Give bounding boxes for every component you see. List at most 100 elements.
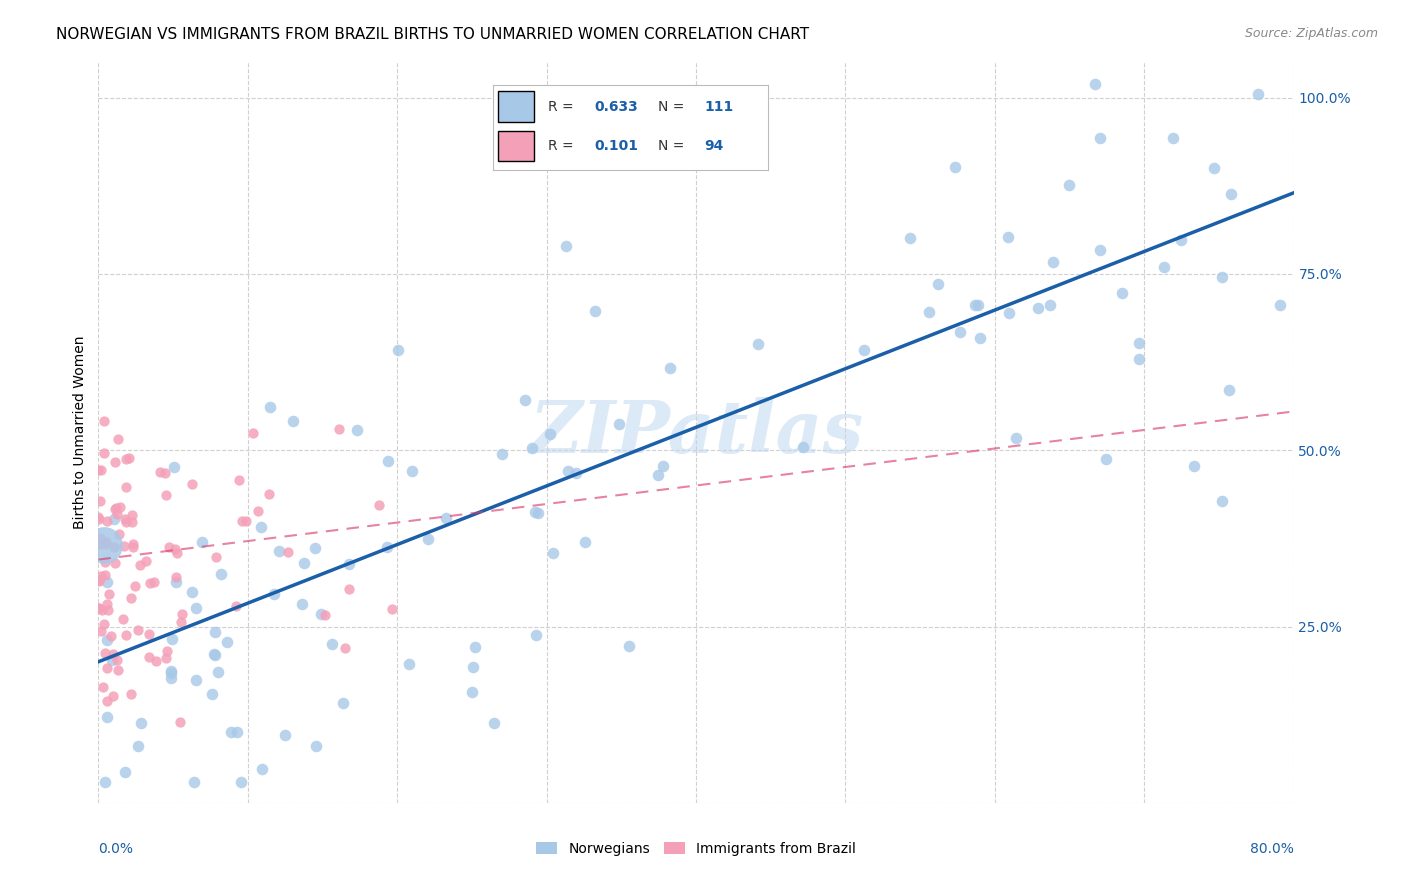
- Point: [381, 602, 404, 616]
- Point: [1170, 233, 1192, 247]
- Point: [314, 607, 336, 622]
- Point: [159, 664, 181, 678]
- Point: [93, 616, 115, 631]
- Point: [121, 515, 143, 529]
- Point: [184, 673, 207, 687]
- Point: [247, 504, 270, 518]
- Point: [998, 306, 1021, 320]
- Point: [89, 462, 111, 476]
- Point: [108, 500, 131, 514]
- Point: [93, 414, 115, 428]
- Point: [94, 555, 117, 569]
- Point: [160, 632, 183, 646]
- Point: [138, 650, 160, 665]
- Point: [367, 498, 389, 512]
- Point: [583, 304, 606, 318]
- Point: [87, 510, 110, 524]
- Point: [107, 432, 129, 446]
- Point: [523, 505, 546, 519]
- Point: [105, 501, 128, 516]
- Point: [108, 527, 131, 541]
- Text: 0.101: 0.101: [595, 139, 638, 153]
- Point: [165, 541, 187, 556]
- Point: [1218, 383, 1240, 397]
- Point: [491, 447, 513, 461]
- Point: [1161, 131, 1184, 145]
- Point: [121, 508, 143, 523]
- Point: [100, 628, 122, 642]
- Point: [91, 603, 114, 617]
- Point: [461, 685, 484, 699]
- Point: [138, 627, 160, 641]
- Point: [114, 765, 136, 780]
- Point: [305, 739, 328, 754]
- Point: [927, 277, 949, 291]
- Point: [96, 710, 118, 724]
- Point: [527, 506, 550, 520]
- Text: 111: 111: [704, 100, 734, 114]
- Point: [87, 600, 110, 615]
- Point: [204, 625, 226, 640]
- Point: [160, 671, 183, 685]
- Point: [93, 446, 115, 460]
- Point: [89, 573, 111, 587]
- Point: [139, 576, 162, 591]
- Point: [1211, 494, 1233, 508]
- Y-axis label: Births to Unmarried Women: Births to Unmarried Women: [73, 336, 87, 529]
- Point: [153, 467, 176, 481]
- Point: [191, 535, 214, 549]
- Point: [135, 553, 157, 567]
- Point: [377, 454, 399, 468]
- Point: [852, 343, 875, 357]
- Point: [96, 574, 118, 589]
- Point: [90, 569, 112, 583]
- Point: [1153, 260, 1175, 274]
- Point: [96, 534, 118, 549]
- Point: [87, 574, 110, 589]
- Point: [228, 473, 250, 487]
- Point: [617, 639, 640, 653]
- Point: [1111, 286, 1133, 301]
- Point: [747, 337, 769, 351]
- Point: [103, 455, 125, 469]
- Text: ZIPatlas: ZIPatlas: [529, 397, 863, 468]
- Point: [328, 422, 350, 436]
- Point: [96, 633, 118, 648]
- Point: [231, 514, 253, 528]
- Point: [165, 574, 187, 589]
- Point: [1042, 254, 1064, 268]
- Point: [1084, 77, 1107, 91]
- Point: [97, 603, 120, 617]
- Point: [416, 532, 439, 546]
- Point: [538, 427, 561, 442]
- Point: [89, 494, 111, 508]
- FancyBboxPatch shape: [498, 130, 534, 161]
- Point: [89, 512, 111, 526]
- Point: [127, 739, 149, 753]
- Point: [321, 637, 343, 651]
- Point: [1026, 301, 1049, 315]
- Point: [291, 598, 314, 612]
- Point: [105, 653, 128, 667]
- Text: 0.633: 0.633: [595, 100, 638, 114]
- Point: [607, 417, 630, 431]
- Point: [541, 546, 564, 560]
- Point: [969, 331, 991, 345]
- Point: [96, 514, 118, 528]
- Text: Source: ZipAtlas.com: Source: ZipAtlas.com: [1244, 27, 1378, 40]
- Point: [482, 715, 505, 730]
- Point: [387, 343, 409, 357]
- Point: [205, 549, 228, 564]
- Point: [918, 304, 941, 318]
- Point: [274, 728, 297, 742]
- Point: [90, 624, 112, 639]
- Point: [1088, 243, 1111, 257]
- Point: [115, 452, 138, 467]
- Point: [114, 515, 136, 529]
- Text: NORWEGIAN VS IMMIGRANTS FROM BRAZIL BIRTHS TO UNMARRIED WOMEN CORRELATION CHART: NORWEGIAN VS IMMIGRANTS FROM BRAZIL BIRT…: [56, 27, 810, 42]
- Point: [103, 511, 125, 525]
- Point: [647, 467, 669, 482]
- Point: [96, 694, 118, 708]
- Point: [155, 651, 177, 665]
- Point: [574, 535, 596, 549]
